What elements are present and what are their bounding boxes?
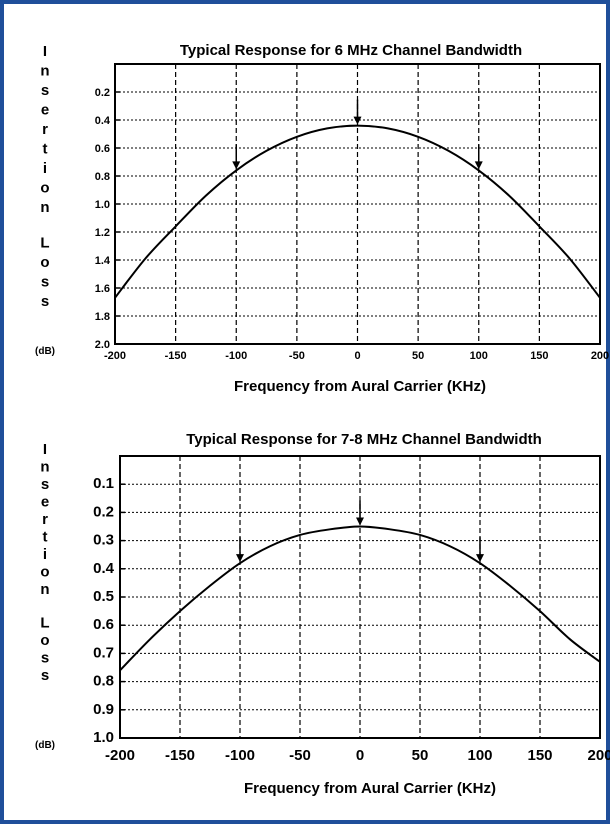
chart1-ylabel-char: n — [40, 63, 49, 80]
chart2-xtick-label: 100 — [467, 747, 492, 764]
chart2-ytick-label: 0.7 — [93, 644, 114, 661]
chart2-ylabel-char: s — [41, 476, 49, 493]
chart1-ytick-label: 1.4 — [95, 255, 111, 267]
chart2-ytick-label: 0.9 — [93, 701, 114, 718]
chart1-xtick-label: -150 — [165, 350, 187, 362]
chart1-xtick-label: 50 — [412, 350, 424, 362]
chart1-xtick-label: -50 — [289, 350, 305, 362]
chart2-ylabel-char: s — [41, 667, 49, 684]
chart1-ytick-label: 1.2 — [95, 227, 110, 239]
chart2-xtick-label: 150 — [527, 747, 552, 764]
chart2-ylabel-char: o — [40, 632, 49, 649]
chart2-xtick-label: -100 — [225, 747, 255, 764]
chart1-marker-arrow-head — [353, 116, 362, 125]
chart2-ytick-label: 0.8 — [93, 673, 114, 690]
chart1-ytick-label: 1.6 — [95, 283, 110, 295]
chart1-marker-arrow-head — [474, 161, 483, 170]
chart1-title: Typical Response for 6 MHz Channel Bandw… — [180, 42, 522, 59]
chart-7-8mhz: Typical Response for 7-8 MHz Channel Ban… — [35, 431, 610, 797]
chart2-title: Typical Response for 7-8 MHz Channel Ban… — [186, 431, 542, 448]
chart2-ylabel-unit: (dB) — [35, 740, 55, 751]
chart2-ylabel-char: i — [43, 546, 47, 563]
chart1-xtick-label: 150 — [530, 350, 548, 362]
chart1-xtick-label: -100 — [225, 350, 247, 362]
chart1-ylabel-unit: (dB) — [35, 346, 55, 357]
chart2-ylabel-char: r — [42, 511, 48, 528]
chart2-ylabel-char: I — [43, 441, 47, 458]
chart2-ytick-label: 0.2 — [93, 503, 114, 520]
chart1-ylabel-char: t — [43, 141, 48, 158]
chart2-ylabel-char: o — [40, 564, 49, 581]
chart2-marker-arrow-head — [476, 554, 484, 563]
chart1-ylabel-char: s — [41, 82, 49, 99]
chart1-ytick-label: 0.4 — [95, 115, 111, 127]
chart2-ytick-label: 0.3 — [93, 532, 114, 549]
chart2-xlabel: Frequency from Aural Carrier (KHz) — [244, 780, 496, 797]
chart1-response-curve — [114, 124, 601, 299]
chart1-ytick-label: 1.0 — [95, 199, 110, 211]
chart2-marker-arrow-head — [356, 517, 364, 526]
chart1-xtick-label: 0 — [354, 350, 360, 362]
chart1-ylabel-char: i — [43, 160, 47, 177]
chart1-ytick-label: 1.8 — [95, 311, 110, 323]
chart1-ylabel-char: r — [42, 121, 48, 138]
chart2-response-curve — [119, 525, 601, 672]
chart1-xtick-label: -200 — [104, 350, 126, 362]
chart2-xtick-label: 50 — [412, 747, 429, 764]
chart1-ylabel-char: n — [40, 199, 49, 216]
chart2-ylabel-char: s — [41, 650, 49, 667]
chart1-xtick-label: 100 — [470, 350, 488, 362]
chart-6mhz: Typical Response for 6 MHz Channel Bandw… — [35, 42, 609, 395]
chart2-ylabel-char: n — [40, 459, 49, 476]
chart2-ylabel-char: t — [43, 529, 48, 546]
chart1-ylabel-char: I — [43, 43, 47, 60]
chart2-marker-arrow-head — [236, 554, 244, 563]
chart1-ylabel-char: s — [41, 293, 49, 310]
chart2-ytick-label: 0.6 — [93, 616, 114, 633]
chart2-xtick-label: 0 — [356, 747, 364, 764]
chart2-ytick-label: 0.4 — [93, 560, 115, 577]
chart1-ytick-label: 0.8 — [95, 171, 110, 183]
chart1-ylabel-char: o — [40, 254, 49, 271]
chart2-xtick-label: -50 — [289, 747, 311, 764]
chart1-ytick-label: 2.0 — [95, 339, 110, 351]
chart2-xtick-label: 200 — [587, 747, 610, 764]
chart1-ylabel-char: o — [40, 180, 49, 197]
charts-canvas: Typical Response for 6 MHz Channel Bandw… — [35, 42, 610, 797]
chart1-marker-arrow-head — [232, 161, 241, 170]
chart2-ylabel-char: L — [40, 615, 49, 632]
chart2-ylabel-char: n — [40, 581, 49, 598]
chart1-xtick-label: 200 — [591, 350, 609, 362]
chart2-ytick-label: 0.1 — [93, 475, 114, 492]
chart1-ylabel-char: L — [40, 235, 49, 252]
chart2-ytick-label: 0.5 — [93, 588, 114, 605]
chart1-xlabel: Frequency from Aural Carrier (KHz) — [234, 378, 486, 395]
chart2-ylabel-char: e — [41, 494, 49, 511]
chart2-xtick-label: -200 — [105, 747, 135, 764]
chart1-ytick-label: 0.6 — [95, 143, 110, 155]
chart2-ytick-label: 1.0 — [93, 729, 114, 746]
chart1-ylabel-char: s — [41, 274, 49, 291]
chart2-xtick-label: -150 — [165, 747, 195, 764]
chart1-ylabel-char: e — [41, 102, 49, 119]
chart1-ytick-label: 0.2 — [95, 87, 110, 99]
